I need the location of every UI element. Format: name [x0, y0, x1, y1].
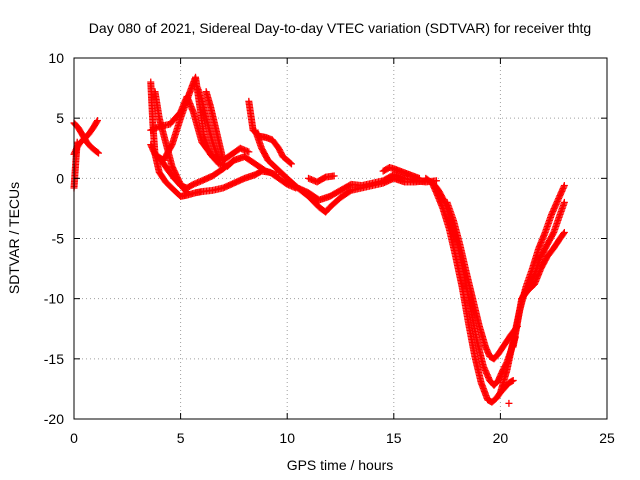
- y-tick-label: 0: [56, 170, 64, 186]
- y-tick-label: -10: [44, 291, 64, 307]
- data-point: [287, 160, 295, 168]
- data-point: [229, 157, 237, 165]
- data-point: [245, 148, 253, 156]
- data-point: [219, 156, 227, 164]
- x-tick-label: 20: [493, 430, 509, 446]
- data-point: [230, 156, 238, 164]
- x-tick-label: 15: [386, 430, 402, 446]
- x-tick-label: 5: [177, 430, 185, 446]
- data-point: [93, 148, 101, 156]
- axis-ticks: 0 5 10 15 20 25 -20 -15 -10 -5 0 5 10: [44, 50, 615, 446]
- data-point: [560, 228, 568, 236]
- data-point: [73, 138, 81, 146]
- data-point: [273, 171, 281, 179]
- data-point: [505, 399, 513, 407]
- data-point: [95, 149, 103, 157]
- x-tick-label: 10: [279, 430, 295, 446]
- x-tick-label: 0: [70, 430, 78, 446]
- data-point: [286, 159, 294, 167]
- data-point: [330, 172, 338, 180]
- data-point: [560, 182, 568, 190]
- x-axis-label: GPS time / hours: [287, 457, 394, 473]
- y-tick-label: -5: [52, 231, 65, 247]
- y-tick-label: 5: [56, 110, 64, 126]
- data-point: [560, 198, 568, 206]
- data-point: [560, 230, 568, 238]
- chart-title: Day 080 of 2021, Sidereal Day-to-day VTE…: [89, 20, 591, 36]
- data-point: [509, 376, 517, 384]
- data-point: [415, 174, 423, 182]
- y-axis-label: SDTVAR / TECUs: [6, 182, 22, 294]
- y-tick-label: -20: [44, 411, 64, 427]
- data-points: [70, 73, 568, 407]
- data-point: [93, 117, 101, 125]
- y-tick-label: -15: [44, 351, 64, 367]
- data-point: [93, 118, 101, 126]
- x-tick-label: 25: [599, 430, 615, 446]
- y-tick-label: 10: [48, 50, 64, 66]
